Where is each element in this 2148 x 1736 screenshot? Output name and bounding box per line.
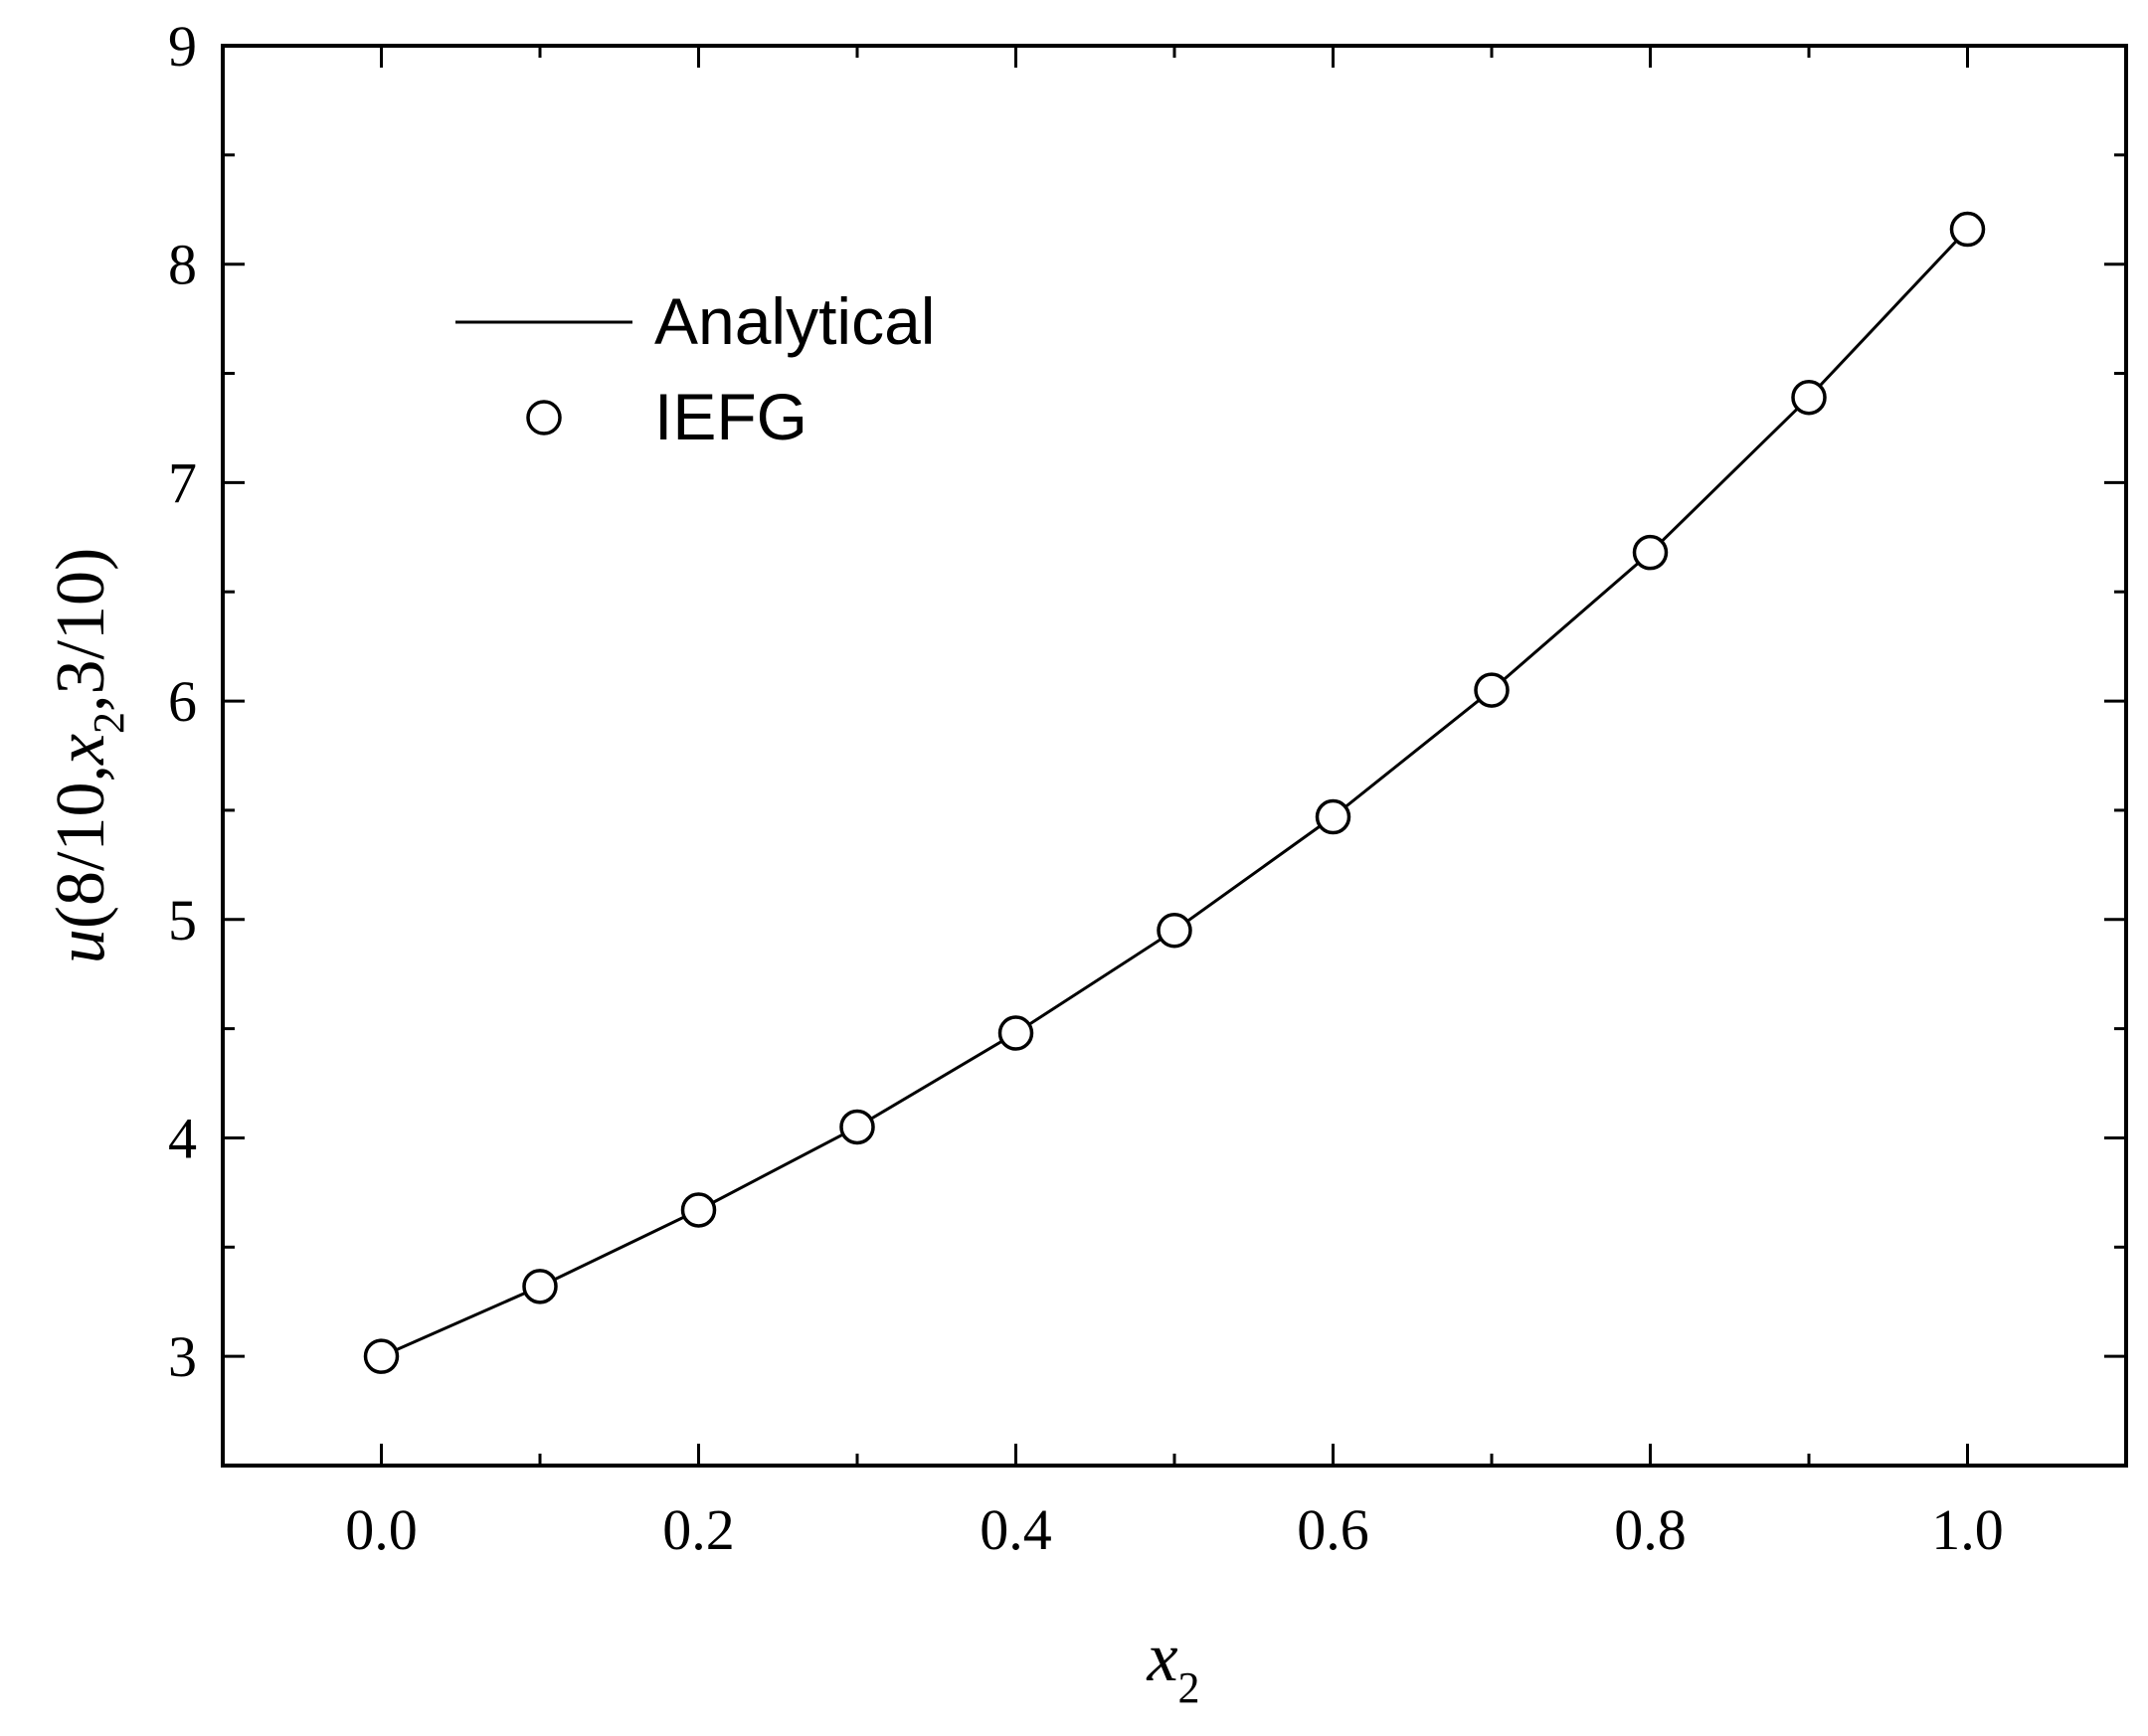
data-point-iefg: [1474, 672, 1510, 708]
y-tick-label: 5: [168, 888, 197, 953]
y-axis-title-sub: 2: [85, 712, 133, 734]
y-tick-label: 3: [168, 1324, 197, 1389]
legend-marker-swatch: [526, 400, 562, 435]
data-point-iefg: [522, 1269, 558, 1304]
x-tick-label: 0.8: [1614, 1497, 1687, 1562]
plot-frame: [221, 44, 2128, 1468]
x-tick-label: 0.2: [662, 1497, 735, 1562]
data-point-iefg: [1315, 798, 1351, 835]
data-point-iefg: [1157, 913, 1192, 949]
x-axis-title-sub: 2: [1178, 1663, 1200, 1712]
legend: Analytical IEFG: [455, 284, 935, 453]
data-point-iefg: [363, 1338, 400, 1374]
series-line-analytical: [380, 228, 1969, 1358]
data-point-iefg: [1949, 211, 1986, 248]
y-axis-title-x: x: [43, 734, 119, 766]
data-point-iefg: [1632, 534, 1669, 571]
y-tick-labels: 3 4 5 6 7 8 9: [168, 14, 197, 1389]
x-tick-labels: 0.0 0.2 0.4 0.6 0.8 1.0: [345, 1497, 2004, 1562]
y-tick-label: 9: [168, 14, 197, 79]
y-tick-label: 7: [168, 450, 197, 515]
y-tick-label: 8: [168, 233, 197, 297]
data-point-iefg: [997, 1015, 1034, 1051]
x-tick-label: 1.0: [1931, 1497, 2004, 1562]
data-point-iefg: [1791, 379, 1827, 416]
data-point-iefg: [680, 1192, 717, 1228]
x-axis-title: x2: [1146, 1620, 1199, 1712]
series-layer: [363, 211, 1986, 1374]
y-axis-title-close: ,3/10): [43, 548, 119, 712]
axis-ticks: [223, 44, 2126, 1468]
legend-label-analytical: Analytical: [654, 284, 935, 358]
x-tick-label: 0.6: [1297, 1497, 1369, 1562]
y-axis-title-u: u: [43, 929, 119, 963]
data-point-iefg: [839, 1109, 875, 1145]
y-axis-title-open: (8/10,: [43, 765, 119, 929]
x-axis-title-var: x: [1146, 1620, 1177, 1696]
y-tick-label: 4: [168, 1106, 197, 1170]
y-axis-title: u(8/10,x2,3/10): [43, 548, 133, 964]
y-tick-label: 6: [168, 669, 197, 734]
x-tick-label: 0.0: [345, 1497, 418, 1562]
legend-label-iefg: IEFG: [654, 380, 807, 453]
x-tick-label: 0.4: [980, 1497, 1052, 1562]
